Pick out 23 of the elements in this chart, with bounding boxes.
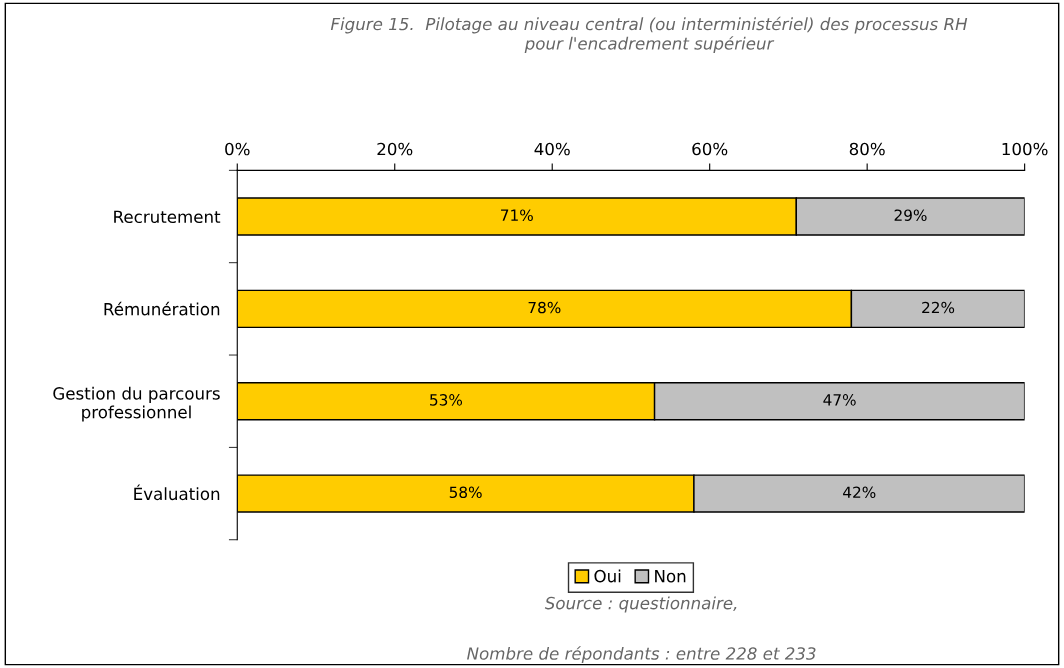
x-tick-label: 60% xyxy=(692,142,728,156)
x-tick-label: 80% xyxy=(849,142,885,156)
x-tick-label: 100% xyxy=(1002,142,1048,156)
x-tick-label: 0% xyxy=(225,142,250,156)
y-tick-label: Gestion du parcours professionnel xyxy=(53,386,220,422)
chart-title: Figure 15. Pilotage au niveau central (ou interministériel) des processus RH pour l'encadrement supérieur xyxy=(330,16,968,53)
data-label: 58% xyxy=(449,486,482,498)
source-note: Source : questionnaire, xyxy=(544,596,737,613)
data-label: 47% xyxy=(823,394,856,406)
data-label: 22% xyxy=(922,301,955,314)
text: Nombre de répondants : entre 228 et 233 xyxy=(467,646,816,664)
x-tick-label: 40% xyxy=(534,142,570,156)
data-label: 29% xyxy=(894,209,927,221)
x-tick-label: 20% xyxy=(377,142,413,156)
data-label: 78% xyxy=(528,301,561,314)
data-label: 53% xyxy=(430,394,463,406)
y-tick-label: Évaluation xyxy=(134,484,220,501)
legend-label: Non xyxy=(655,570,686,583)
y-tick-label: Rémunération xyxy=(104,301,220,316)
data-label: 71% xyxy=(501,209,533,221)
y-tick-label: Recrutement xyxy=(114,210,221,224)
data-label: 42% xyxy=(843,486,876,498)
legend-label: Oui xyxy=(594,569,621,583)
